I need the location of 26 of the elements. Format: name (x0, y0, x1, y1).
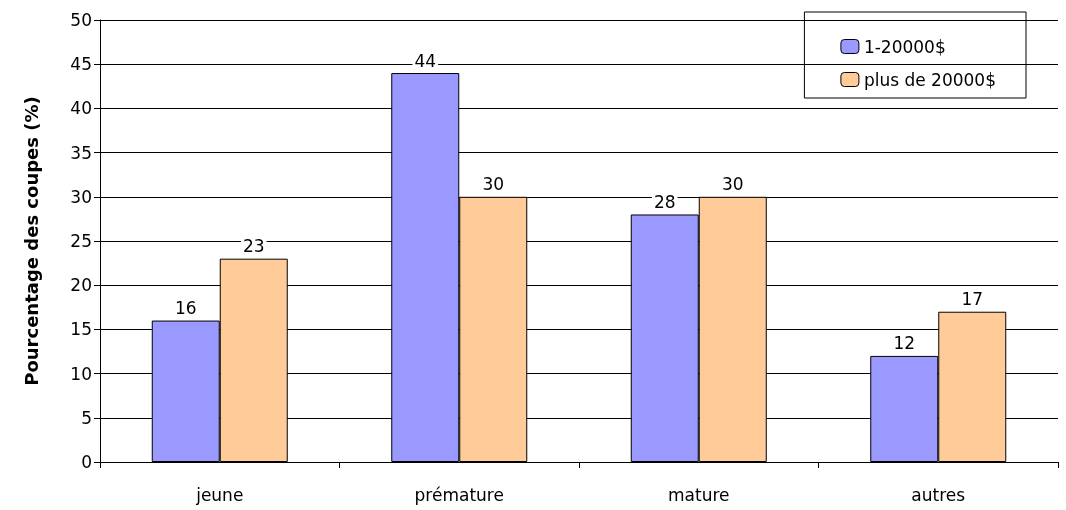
data-label: 28 (653, 191, 676, 212)
x-tick-label: jeune (195, 484, 244, 505)
y-tick-label: 15 (70, 319, 92, 340)
y-tick-label: 20 (70, 275, 92, 296)
data-label: 12 (893, 333, 916, 354)
y-tick-label: 25 (70, 231, 92, 251)
y-tick-label: 35 (70, 142, 92, 163)
y-tick-label: 0 (81, 452, 92, 472)
y-tick-label: 10 (70, 363, 92, 384)
x-tick-label: prémature (414, 484, 504, 505)
data-label: 16 (174, 298, 197, 319)
y-tick-label: 5 (81, 407, 92, 428)
data-label: 17 (961, 289, 984, 310)
y-axis-title: Pourcentage des coupes (%) (20, 96, 42, 386)
y-tick-label: 50 (70, 10, 92, 30)
data-label: 30 (482, 174, 505, 195)
y-tick-label: 30 (70, 186, 92, 207)
legend-label: 1-20000$ (863, 36, 946, 57)
y-tick-label: 45 (70, 54, 92, 75)
data-label: 30 (721, 174, 744, 195)
y-tick-label: 40 (70, 98, 92, 119)
x-tick-label: mature (668, 484, 730, 505)
data-label: 44 (414, 50, 437, 71)
x-tick-label: autres (911, 484, 966, 505)
legend-label: plus de 20000$ (863, 69, 997, 90)
data-label: 23 (242, 236, 265, 257)
